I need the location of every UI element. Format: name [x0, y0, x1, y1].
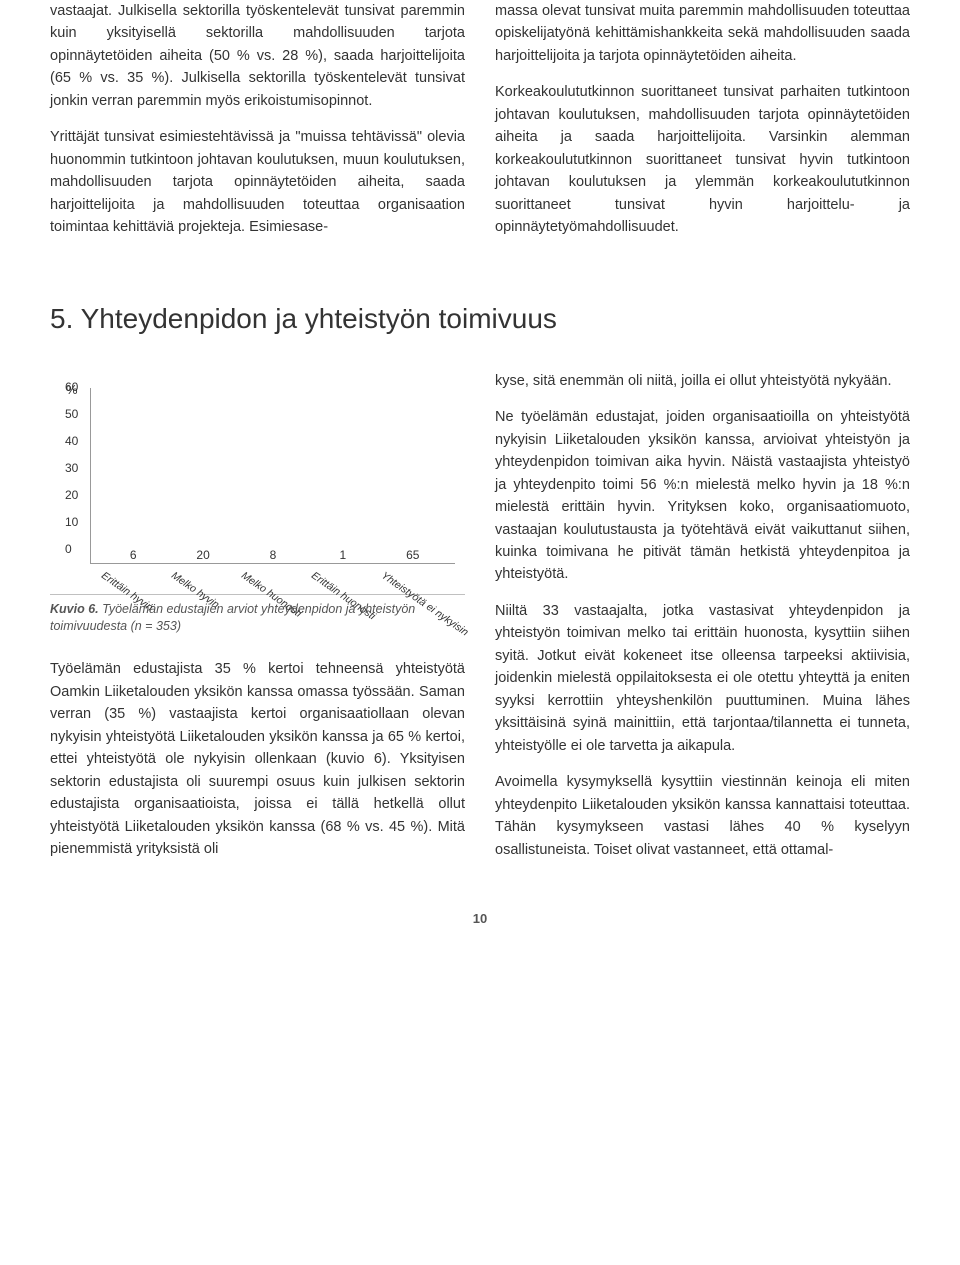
section-heading: 5. Yhteydenpidon ja yhteistyön toimivuus — [50, 303, 910, 335]
bar-slot: 1 — [311, 548, 374, 563]
page-number: 10 — [50, 911, 910, 926]
bar-value-label: 8 — [270, 548, 277, 562]
paragraph: Korkeakoulututkinnon suorittaneet tunsiv… — [495, 81, 910, 238]
x-labels-group: Erittäin hyvinMelko hyvinMelko huonostiE… — [90, 566, 455, 578]
plot-area: 0 10 20 30 40 50 60 6208165 — [90, 388, 455, 564]
y-tick: 20 — [65, 488, 78, 502]
paragraph: Niiltä 33 vastaajalta, jotka vastasivat … — [495, 600, 910, 757]
paragraph: Yrittäjät tunsivat esimiestehtävissä ja … — [50, 126, 465, 238]
y-tick: 60 — [65, 380, 78, 394]
y-tick: 0 — [65, 542, 72, 556]
paragraph: massa olevat tunsivat muita paremmin mah… — [495, 0, 910, 67]
bar-slot: 65 — [381, 548, 444, 563]
lower-left-column: % 0 10 20 30 40 50 60 6208165 Erittäin h… — [50, 370, 465, 875]
bar-slot: 20 — [172, 548, 235, 563]
paragraph: Työelämän edustajista 35 % kertoi tehnee… — [50, 658, 465, 860]
chart-container: % 0 10 20 30 40 50 60 6208165 Erittäin h… — [50, 370, 465, 595]
y-tick: 40 — [65, 434, 78, 448]
bar-chart: % 0 10 20 30 40 50 60 6208165 Erittäin h… — [60, 388, 455, 588]
y-tick: 50 — [65, 407, 78, 421]
bar-value-label: 20 — [196, 548, 209, 562]
paragraph: Avoimella kysymyksellä kysyttiin viestin… — [495, 771, 910, 861]
bars-group: 6 20 8 1 65 — [91, 388, 455, 563]
bar-slot: 6 — [102, 548, 165, 563]
lower-two-column: % 0 10 20 30 40 50 60 6208165 Erittäin h… — [50, 370, 910, 875]
paragraph: kyse, sitä enemmän oli niitä, joilla ei … — [495, 370, 910, 392]
paragraph: Ne työelämän edustajat, joiden organisaa… — [495, 406, 910, 586]
bar-value-label: 65 — [406, 548, 419, 562]
paragraph: vastaajat. Julkisella sektorilla työsken… — [50, 0, 465, 112]
y-tick: 10 — [65, 515, 78, 529]
top-left-column: vastaajat. Julkisella sektorilla työsken… — [50, 0, 465, 253]
chart-caption: Kuvio 6. Työelämän edustajien arviot yht… — [50, 601, 465, 635]
bar-value-label: 6 — [130, 548, 137, 562]
lower-right-column: kyse, sitä enemmän oli niitä, joilla ei … — [495, 370, 910, 875]
top-right-column: massa olevat tunsivat muita paremmin mah… — [495, 0, 910, 253]
bar-value-label: 1 — [340, 548, 347, 562]
bar-slot: 8 — [242, 548, 305, 563]
y-tick: 30 — [65, 461, 78, 475]
top-two-column: vastaajat. Julkisella sektorilla työsken… — [50, 0, 910, 253]
